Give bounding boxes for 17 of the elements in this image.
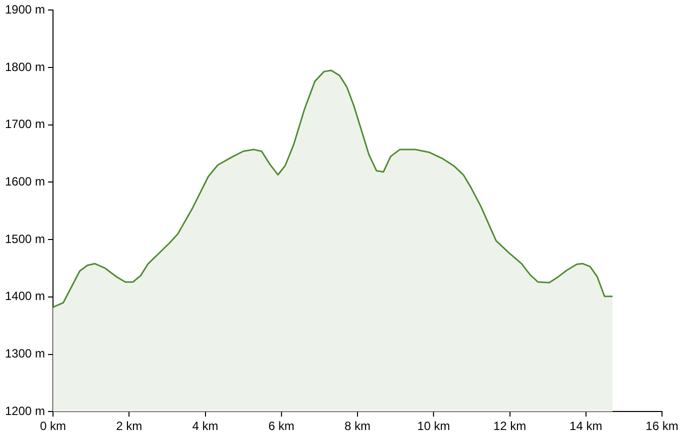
y-tick-label: 1300 m (4, 346, 46, 361)
y-tick-label: 1800 m (4, 60, 46, 74)
x-tick-label: 14 km (570, 419, 602, 434)
x-tick-label: 4 km (192, 419, 218, 434)
x-tick-label: 16 km (646, 419, 678, 434)
y-tick-label: 1400 m (4, 289, 46, 304)
y-tick-label: 1500 m (4, 232, 46, 246)
x-tick-label: 0 km (40, 419, 66, 434)
x-tick-label: 2 km (116, 419, 142, 434)
x-tick-label: 10 km (417, 419, 450, 434)
x-tick-label: 6 km (268, 419, 294, 434)
x-tick-label: 8 km (344, 419, 371, 434)
y-tick-label: 1600 m (4, 174, 46, 189)
y-tick-label: 1200 m (4, 404, 46, 418)
y-tick-label: 1900 m (4, 2, 46, 17)
y-tick-label: 1700 m (4, 117, 46, 132)
x-tick-label: 12 km (493, 419, 526, 434)
